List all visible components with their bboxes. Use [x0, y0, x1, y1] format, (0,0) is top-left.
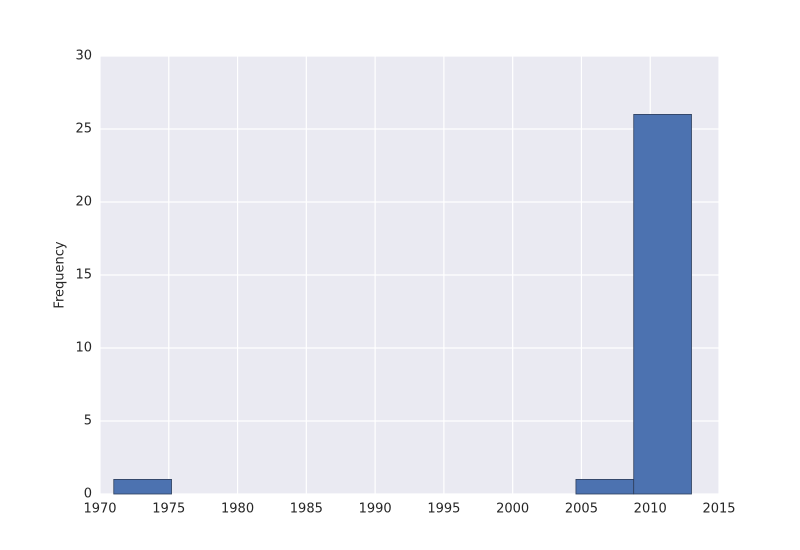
x-tick-label: 1975 — [152, 502, 185, 517]
x-tick-label: 1985 — [290, 502, 323, 517]
bar — [633, 114, 692, 495]
y-tick-label: 30 — [75, 49, 92, 64]
bar — [113, 478, 172, 495]
y-tick-label: 20 — [75, 195, 92, 210]
x-tick-label: 1990 — [359, 502, 392, 517]
bar — [575, 478, 635, 495]
x-tick-label: 2010 — [634, 502, 667, 517]
y-axis-label: Frequency — [53, 241, 68, 308]
x-tick-label: 1980 — [221, 502, 254, 517]
x-tick-label: 2000 — [496, 502, 529, 517]
x-tick-label: 1995 — [427, 502, 460, 517]
y-tick-label: 5 — [84, 414, 92, 429]
y-tick-label: 10 — [75, 341, 92, 356]
x-tick-label: 1970 — [83, 502, 116, 517]
x-tick-label: 2015 — [702, 502, 735, 517]
y-tick-label: 0 — [84, 487, 92, 502]
x-tick-label: 2005 — [565, 502, 598, 517]
y-tick-label: 25 — [75, 122, 92, 137]
y-tick-label: 15 — [75, 268, 92, 283]
